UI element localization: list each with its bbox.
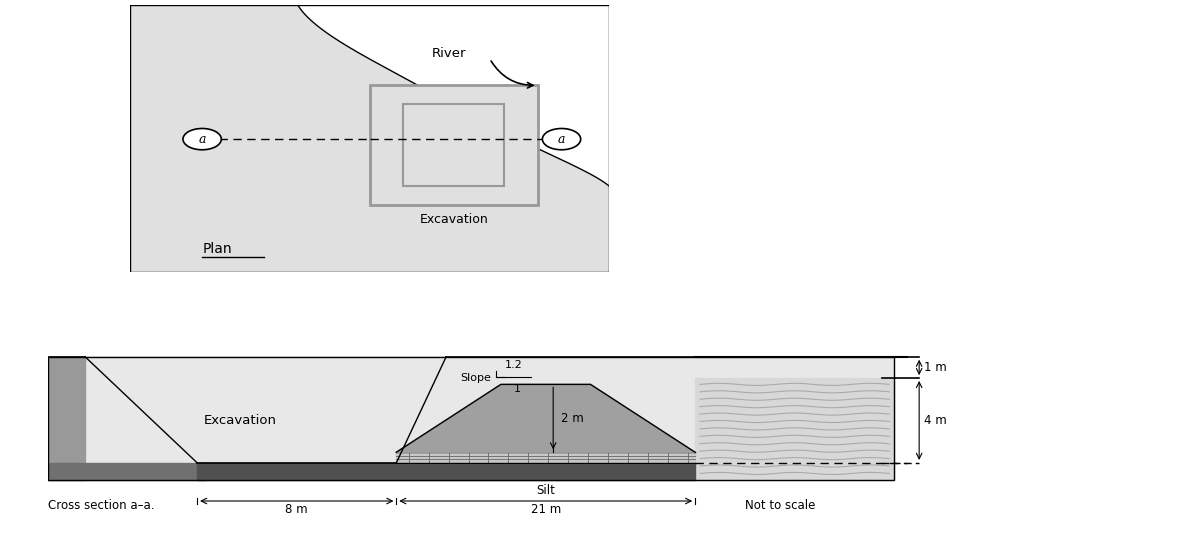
Polygon shape	[130, 5, 609, 272]
Text: 2 m: 2 m	[560, 412, 583, 425]
Text: 1 m: 1 m	[924, 361, 946, 374]
Text: River: River	[433, 47, 467, 60]
Polygon shape	[397, 452, 695, 463]
Polygon shape	[298, 5, 609, 186]
Circle shape	[543, 129, 581, 150]
Bar	[370, 85, 538, 205]
Text: Not to scale: Not to scale	[744, 498, 815, 512]
Text: 4 m: 4 m	[924, 414, 946, 427]
Polygon shape	[48, 357, 894, 480]
Text: Excavation: Excavation	[419, 213, 488, 226]
Polygon shape	[85, 357, 446, 463]
Bar	[404, 104, 504, 186]
Text: Slope: Slope	[460, 373, 491, 383]
Text: a: a	[558, 132, 565, 146]
Polygon shape	[48, 463, 204, 480]
Text: 8 m: 8 m	[286, 503, 308, 516]
Text: 21 m: 21 m	[531, 503, 560, 516]
Polygon shape	[48, 357, 85, 480]
Bar	[48, 357, 894, 480]
Polygon shape	[695, 378, 894, 480]
Polygon shape	[197, 463, 695, 480]
Text: 1: 1	[514, 384, 520, 394]
Text: Silt: Silt	[537, 484, 556, 497]
Circle shape	[183, 129, 221, 150]
Text: Cross section a–a.: Cross section a–a.	[48, 498, 154, 512]
Text: Plan: Plan	[202, 242, 232, 256]
Text: 1.2: 1.2	[504, 359, 522, 370]
Text: a: a	[198, 132, 206, 146]
Polygon shape	[397, 384, 695, 452]
Text: Excavation: Excavation	[204, 414, 277, 427]
